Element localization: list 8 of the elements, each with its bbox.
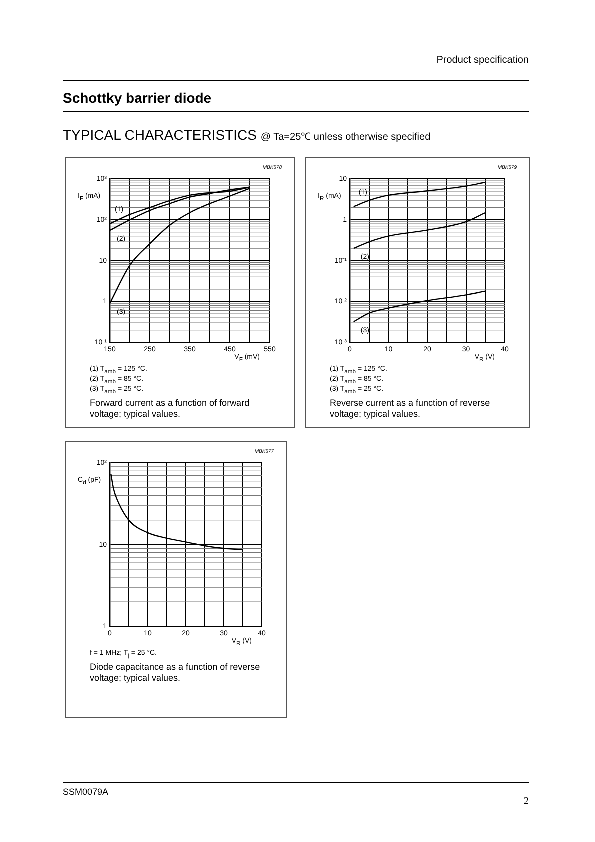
text: Diode capacitance as a function of reverse voltage; typical values. (90, 662, 262, 684)
text: TYPICAL CHARACTERISTICS @ Ta=25℃ unless otherwise specified (63, 127, 431, 143)
text: 2 (524, 796, 529, 807)
text: Forward current as a function of forward voltage; typical values. (90, 398, 251, 420)
text: SSM0079A (63, 787, 109, 797)
text: Product specification (436, 55, 529, 66)
text: Schottky barrier diode (63, 90, 212, 106)
text: Reverse current as a function of reverse voltage; typical values. (330, 398, 492, 420)
